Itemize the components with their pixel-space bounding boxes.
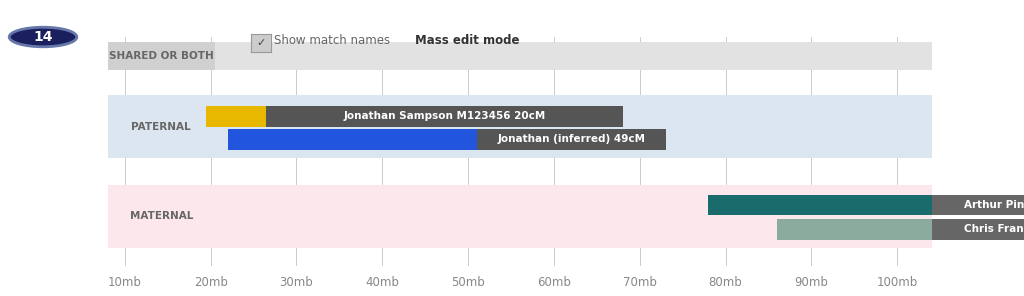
Bar [108,42,932,70]
Bar [207,106,266,127]
Polygon shape [194,95,213,158]
Bar [266,106,623,127]
Polygon shape [194,185,213,248]
Text: Arthur Pink A123456 50cM: Arthur Pink A123456 50cM [965,200,1024,210]
Bar [932,219,1024,239]
Bar [777,219,932,239]
Bar [932,195,1024,215]
Text: MATERNAL: MATERNAL [130,212,193,221]
Bar [227,129,477,150]
Bar [108,185,215,248]
Bar [108,185,932,248]
Text: Jonathan Sampson M123456 20cM: Jonathan Sampson M123456 20cM [343,111,546,121]
Bar [108,95,932,158]
Text: PATERNAL: PATERNAL [131,122,191,132]
Text: Mass edit mode: Mass edit mode [415,34,519,47]
Bar [477,129,666,150]
Text: Jonathan (inferred) 49cM: Jonathan (inferred) 49cM [497,134,645,144]
Bar [108,42,215,70]
Text: 14: 14 [33,30,53,44]
Text: Chris Francis (ftDNA) 29cM: Chris Francis (ftDNA) 29cM [964,224,1024,234]
Polygon shape [194,42,213,70]
Bar [709,195,932,215]
Text: ✓: ✓ [256,38,266,48]
Bar [108,95,215,158]
Text: SHARED OR BOTH: SHARED OR BOTH [109,51,214,61]
Text: Show match names: Show match names [274,34,390,47]
